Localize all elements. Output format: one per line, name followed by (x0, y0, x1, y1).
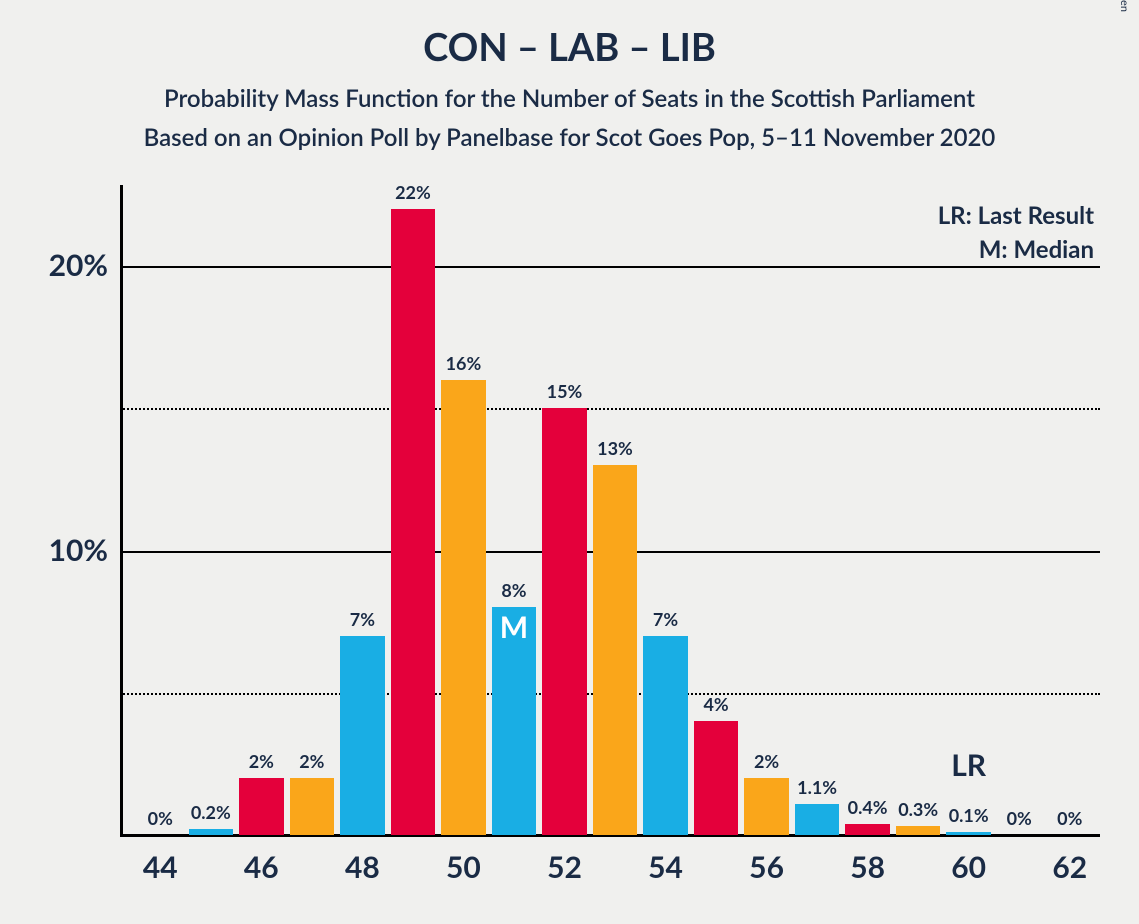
bar-value-label: 0.4% (839, 796, 895, 818)
bar-value-label: 0% (1042, 807, 1098, 829)
x-axis-label: 48 (332, 849, 392, 885)
bar (391, 209, 435, 835)
bar-value-label: 1.1% (789, 776, 845, 798)
bar (896, 826, 940, 835)
bar (593, 465, 637, 835)
bar-value-label: 8% (486, 579, 542, 601)
bar-value-label: 13% (587, 437, 643, 459)
last-result-marker: LR (939, 747, 999, 783)
x-axis-label: 60 (939, 849, 999, 885)
bar (290, 778, 334, 835)
x-axis-label: 44 (130, 849, 190, 885)
bar-value-label: 15% (536, 380, 592, 402)
bar (946, 832, 990, 835)
chart-subtitle-1: Probability Mass Function for the Number… (0, 84, 1139, 113)
bar (441, 380, 485, 835)
bar-value-label: 4% (688, 693, 744, 715)
x-axis-label: 62 (1040, 849, 1100, 885)
bar-value-label: 22% (385, 181, 441, 203)
bar (542, 408, 586, 835)
x-axis-label: 50 (433, 849, 493, 885)
y-axis-label: 20% (8, 247, 108, 283)
bar (189, 829, 233, 835)
bar-value-label: 7% (334, 608, 390, 630)
gridline (120, 266, 1100, 268)
bar-value-label: 7% (637, 608, 693, 630)
bar (694, 721, 738, 835)
x-axis-label: 58 (838, 849, 898, 885)
bar (795, 804, 839, 835)
x-axis-label: 56 (737, 849, 797, 885)
bar-value-label: 16% (435, 352, 491, 374)
bar-value-label: 0% (991, 807, 1047, 829)
bar-value-label: 2% (738, 750, 794, 772)
y-axis (120, 185, 123, 835)
y-axis-label: 10% (8, 532, 108, 568)
gridline (120, 408, 1100, 410)
bar (744, 778, 788, 835)
bar (643, 636, 687, 835)
median-marker: M (492, 609, 536, 645)
bar-value-label: 0% (132, 807, 188, 829)
legend-median: M: Median (979, 235, 1094, 264)
x-axis-label: 52 (534, 849, 594, 885)
copyright-text: © 2021 Filip van Laenen (1118, 0, 1131, 12)
bar-value-label: 0.2% (183, 801, 239, 823)
bar-value-label: 2% (233, 750, 289, 772)
chart-title: CON – LAB – LIB (0, 0, 1139, 70)
bar (845, 824, 889, 835)
legend-last-result: LR: Last Result (938, 201, 1094, 230)
chart-subtitle-2: Based on an Opinion Poll by Panelbase fo… (0, 123, 1139, 152)
bar-value-label: 0.1% (940, 804, 996, 826)
x-axis-label: 54 (636, 849, 696, 885)
bar-value-label: 2% (284, 750, 340, 772)
chart-plot-area: 0%0.2%2%2%7%22%16%8%M15%13%7%4%2%1.1%0.4… (120, 195, 1100, 835)
x-axis-label: 46 (231, 849, 291, 885)
bar (239, 778, 283, 835)
bar-value-label: 0.3% (890, 798, 946, 820)
bar (340, 636, 384, 835)
